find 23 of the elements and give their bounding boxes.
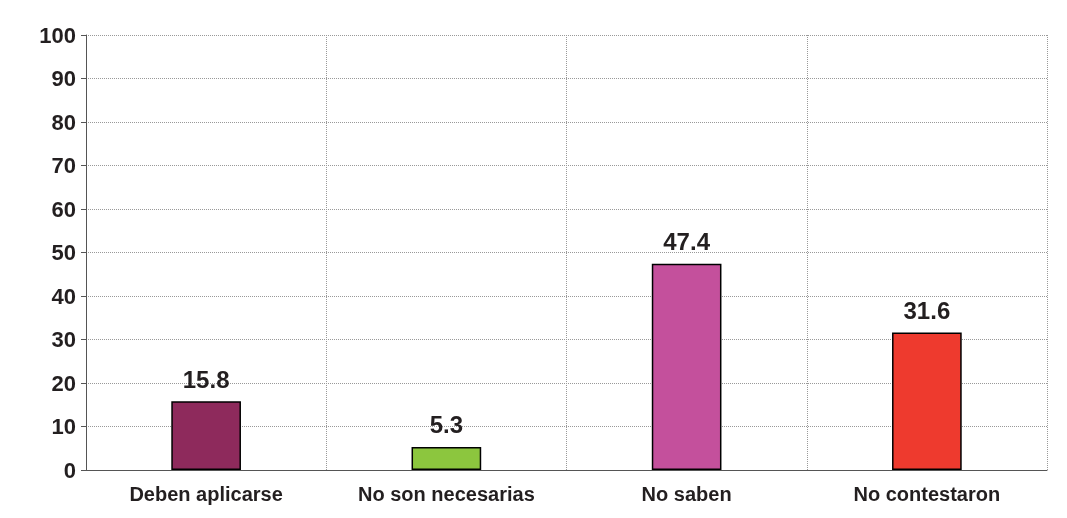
data-label: 5.3	[429, 411, 464, 439]
y-tick-label: 40	[51, 283, 76, 309]
x-tick-label: Deben aplicarse	[129, 483, 283, 505]
data-label: 31.6	[903, 297, 951, 325]
y-tick-label: 80	[51, 109, 76, 135]
data-label: 15.8	[182, 365, 230, 393]
x-tick-label: No son necesarias	[358, 483, 535, 505]
x-tick-label: No contestaron	[853, 483, 1001, 505]
x-tick-label: No saben	[641, 483, 732, 505]
y-tick-label: 0	[63, 457, 76, 483]
y-tick-label: 20	[51, 370, 76, 396]
bar	[892, 332, 962, 470]
y-tick-label: 50	[51, 240, 76, 265]
y-tick-label: 30	[51, 327, 76, 352]
y-tick-label: 60	[51, 196, 76, 222]
y-tick-label: 100	[39, 22, 76, 48]
bar	[651, 263, 722, 470]
bar	[171, 401, 241, 470]
data-label: 47.4	[663, 228, 711, 256]
y-tick-label: 10	[51, 414, 76, 439]
y-tick-label: 70	[51, 153, 76, 178]
y-tick-label: 90	[51, 66, 76, 91]
bar	[411, 446, 482, 470]
